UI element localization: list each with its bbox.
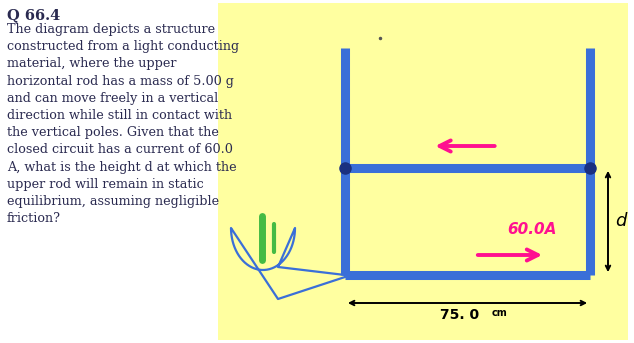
FancyBboxPatch shape [218, 3, 628, 340]
Text: 75. 0: 75. 0 [440, 308, 479, 322]
Text: d: d [615, 213, 626, 230]
Text: The diagram depicts a structure
constructed from a light conducting
material, wh: The diagram depicts a structure construc… [7, 23, 239, 225]
Text: cm: cm [491, 308, 507, 318]
Text: Q 66.4: Q 66.4 [7, 8, 60, 22]
Text: 60.0A: 60.0A [507, 222, 557, 237]
